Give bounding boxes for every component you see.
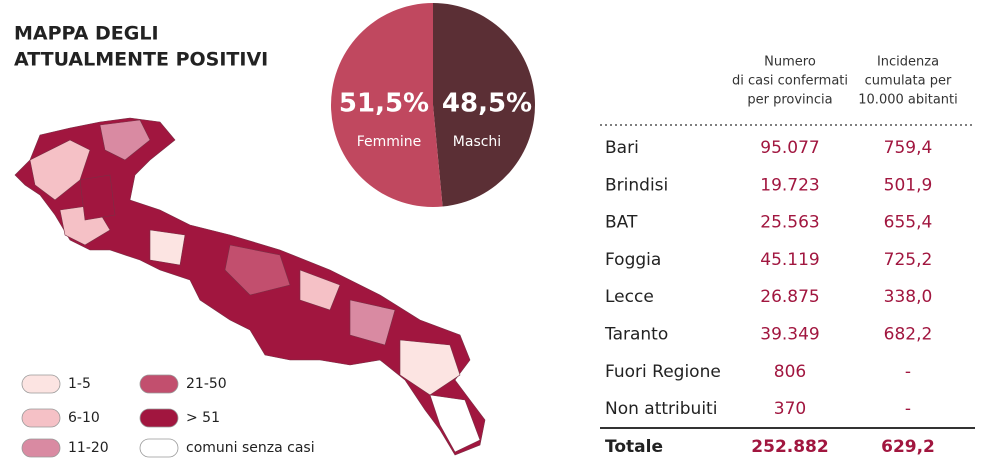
area	[79, 174, 116, 221]
legend-label: > 51	[186, 410, 220, 426]
cell-value: 655,4	[884, 213, 933, 233]
cell-value: 682,2	[884, 325, 933, 345]
row-label: BAT	[605, 213, 638, 233]
cell-value: -	[905, 362, 911, 382]
pie-category-label: Femmine	[357, 134, 422, 150]
cell-value: 95.077	[760, 138, 819, 158]
cell-value: 338,0	[884, 287, 933, 307]
area	[99, 119, 151, 161]
area	[299, 269, 341, 311]
column-header: Numero	[764, 55, 816, 70]
cell-value: 725,2	[884, 250, 933, 270]
row-label: Lecce	[605, 287, 654, 307]
row-label: Fuori Regione	[605, 362, 721, 382]
cell-value: 45.119	[760, 250, 819, 270]
row-label: Non attribuiti	[605, 399, 717, 419]
legend-label: 6-10	[68, 410, 100, 426]
legend-label: 21-50	[186, 376, 227, 392]
column-header: di casi confermati	[732, 74, 848, 89]
data-table: Numero di casi confermati per provincia Inc…	[600, 55, 975, 457]
pie-slice	[331, 3, 443, 207]
map	[14, 117, 486, 456]
area	[399, 339, 461, 396]
column-header: 10.000 abitanti	[858, 93, 957, 108]
legend-swatch	[21, 438, 61, 458]
cell-value: 501,9	[884, 175, 933, 195]
cell-value: 370	[774, 399, 806, 419]
legend-swatch	[139, 438, 179, 458]
legend-swatch	[139, 374, 179, 394]
pie-value-label: 51,5%	[339, 89, 429, 119]
map-title: ATTUALMENTE POSITIVI	[14, 49, 268, 71]
legend-label: comuni senza casi	[186, 440, 315, 456]
cell-value: -	[905, 399, 911, 419]
column-header: Incidenza	[877, 55, 939, 70]
area	[149, 229, 186, 266]
cell-value: 19.723	[760, 175, 819, 195]
pie-category-label: Maschi	[453, 134, 501, 150]
total-label: Totale	[605, 437, 663, 457]
row-label: Taranto	[604, 325, 668, 345]
cell-value: 806	[774, 362, 806, 382]
legend-label: 11-20	[68, 440, 109, 456]
legend-swatch	[21, 408, 61, 428]
cell-value: 39.349	[760, 325, 819, 345]
legend-swatch	[21, 374, 61, 394]
column-header: per provincia	[747, 93, 832, 108]
total-value: 252.882	[751, 437, 828, 457]
area	[429, 394, 481, 453]
area	[349, 299, 396, 346]
legend-swatch	[139, 408, 179, 428]
area	[224, 244, 291, 296]
cell-value: 25.563	[760, 213, 819, 233]
row-label: Foggia	[605, 250, 661, 270]
map-legend: 1-5 6-10 11-20 21-50 > 51 comuni senza casi	[21, 374, 315, 458]
column-header: cumulata per	[865, 74, 952, 89]
total-value: 629,2	[881, 437, 935, 457]
row-label: Bari	[605, 138, 639, 158]
pie-chart: 51,5% Femmine 48,5% Maschi	[331, 2, 536, 207]
row-label: Brindisi	[605, 175, 668, 195]
pie-value-label: 48,5%	[442, 89, 532, 119]
pie-slice	[433, 2, 536, 207]
cell-value: 759,4	[884, 138, 933, 158]
legend-label: 1-5	[68, 376, 91, 392]
cell-value: 26.875	[760, 287, 819, 307]
map-title: MAPPA DEGLI	[14, 23, 159, 45]
